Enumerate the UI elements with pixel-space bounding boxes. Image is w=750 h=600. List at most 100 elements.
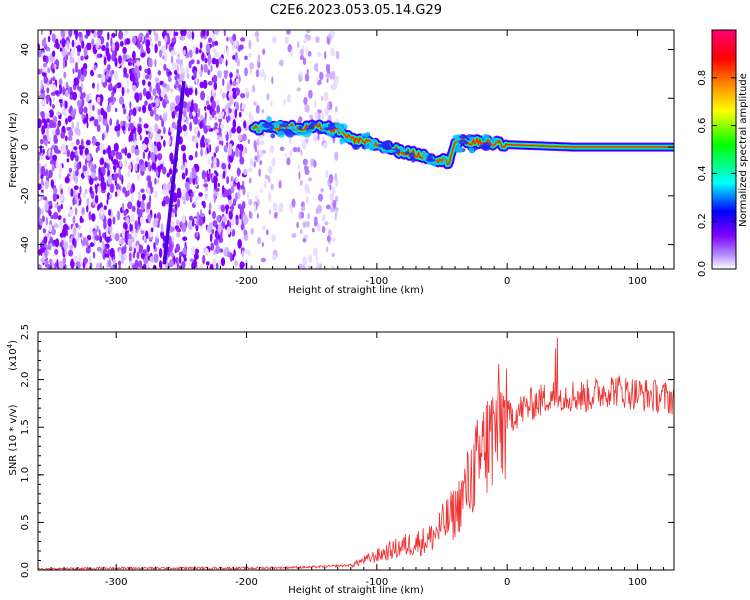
spectrogram-noise-cell (91, 213, 96, 222)
spectrogram-noise-cell (48, 109, 54, 118)
spectrogram-noise-cell (290, 49, 293, 58)
spectrogram-noise-cell (99, 142, 105, 152)
spectrogram-noise-cell (111, 90, 115, 97)
spectrogram-noise-cell (112, 216, 116, 225)
spectrogram-noise-cell (222, 215, 228, 223)
spectrogram-noise-cell (157, 40, 162, 47)
spectrogram-noise-cell (160, 90, 166, 98)
spectrogram-noise-cell (222, 185, 225, 194)
spectrogram-noise-cell (129, 101, 132, 109)
spectrogram-noise-cell (208, 37, 213, 43)
snr-y-exponent-prefix: (x10 (8, 348, 19, 371)
spectrogram-noise-cell (73, 255, 79, 263)
spectrogram-noise-cell (229, 205, 235, 210)
spectrogram-noise-cell (40, 138, 44, 145)
spectrogram-noise-cell (138, 92, 143, 101)
colorbar-tick-label: 0.0 (697, 261, 708, 277)
spectrogram-noise-cell (50, 215, 55, 219)
spectrogram-noise-cell (297, 146, 301, 153)
spectrogram-noise-cell (117, 260, 122, 266)
spectrogram-noise-cell (38, 91, 41, 96)
spectrogram-noise-cell (243, 229, 247, 236)
spectrogram-noise-cell (311, 228, 315, 233)
spectrogram-noise-cell (154, 133, 160, 143)
spectrogram-noise-cell (123, 210, 128, 216)
spectrogram-noise-cell (243, 120, 247, 129)
spectrogram-noise-cell (110, 149, 116, 157)
spectrogram-noise-cell (211, 111, 215, 119)
spectrogram-noise-cell (199, 41, 203, 50)
spectrogram-ridge-blob (482, 145, 487, 150)
spectrogram-noise-cell (98, 174, 101, 181)
spectrogram-noise-cell (193, 253, 199, 260)
spectrogram-noise-cell (236, 181, 241, 190)
spectrogram-noise-cell (214, 170, 217, 175)
spectrogram-noise-cell (177, 74, 180, 79)
spectrogram-noise-cell (201, 170, 207, 180)
spectrogram-noise-cell (119, 174, 123, 181)
spectrogram-noise-cell (140, 52, 146, 58)
spectrogram-noise-cell (168, 243, 173, 253)
spectrogram-noise-cell (244, 67, 248, 77)
spectrogram-noise-cell (233, 151, 235, 157)
spectrogram-noise-cell (305, 46, 309, 53)
spectrogram-noise-cell (203, 183, 209, 188)
spectrogram-noise-cell (217, 234, 221, 240)
spectrogram-noise-cell (165, 195, 170, 205)
spectrogram-noise-cell (164, 35, 168, 43)
spectrogram-noise-cell (118, 55, 122, 64)
spectrogram-noise-cell (195, 196, 200, 201)
spectrogram-noise-cell (154, 113, 160, 121)
spectrogram-noise-cell (207, 69, 211, 76)
spectrogram-noise-cell (86, 121, 89, 129)
spectrogram-noise-cell (170, 42, 175, 47)
spectrogram-noise-cell (91, 38, 95, 47)
spectrogram-noise-cell (164, 93, 168, 102)
spectrogram-noise-cell (317, 52, 322, 57)
spectrogram-noise-cell (90, 172, 96, 179)
spectrogram-noise-cell (101, 185, 106, 191)
spectrogram-noise-cell (197, 130, 201, 138)
spectrogram-noise-cell (260, 140, 264, 146)
spectrogram-noise-cell (134, 140, 138, 146)
spectrogram-noise-cell (54, 248, 59, 255)
snr-x-tick-label: 0 (504, 577, 510, 588)
spectrogram-noise-cell (123, 108, 127, 115)
spectrogram-noise-cell (170, 50, 175, 57)
spectrogram-noise-cell (154, 190, 158, 198)
spectrogram-noise-cell (62, 86, 66, 96)
spectrogram-noise-cell (174, 212, 177, 218)
spectrogram-noise-cell (296, 221, 299, 229)
spectrogram-noise-cell (189, 195, 193, 203)
spectrogram-noise-cell (224, 130, 227, 135)
spectrogram-ridge-blob (426, 154, 433, 161)
spectrogram-noise-cell (186, 91, 190, 98)
snr-y-tick-label: 0.0 (20, 562, 31, 578)
spectrogram-noise-cell (198, 49, 202, 54)
spectrogram-noise-cell (63, 71, 67, 79)
spectrogram-noise-cell (232, 33, 237, 42)
spectrogram-noise-cell (153, 145, 158, 155)
spectrogram-noise-cell (124, 190, 129, 198)
spectrogram-noise-cell (302, 158, 308, 166)
spectrogram-noise-cell (58, 78, 63, 86)
spectrogram-noise-cell (53, 137, 59, 144)
spectrogram-noise-cell (209, 233, 213, 243)
spectrogram-noise-cell (152, 219, 158, 228)
spectrogram-noise-cell (69, 238, 73, 244)
colorbar-tick-label: 0.4 (697, 165, 708, 181)
spectrogram-noise-cell (132, 68, 135, 74)
spectrogram-noise-cell (217, 223, 222, 234)
spectrogram-noise-cell (253, 140, 257, 150)
spectrogram-ridge-blob (335, 128, 345, 133)
spectrogram-noise-cell (130, 187, 133, 194)
spectrogram-noise-cell (45, 168, 48, 178)
spectrogram-noise-cell (185, 196, 190, 201)
spectrogram-noise-cell (199, 121, 203, 129)
spectrogram-noise-cell (126, 88, 130, 94)
spectrogram-noise-cell (215, 262, 219, 269)
spectrogram-noise-cell (68, 249, 74, 257)
spectrogram-noise-cell (47, 243, 52, 251)
spectrogram-noise-cell (240, 247, 245, 253)
spectrogram-noise-cell (107, 145, 111, 156)
